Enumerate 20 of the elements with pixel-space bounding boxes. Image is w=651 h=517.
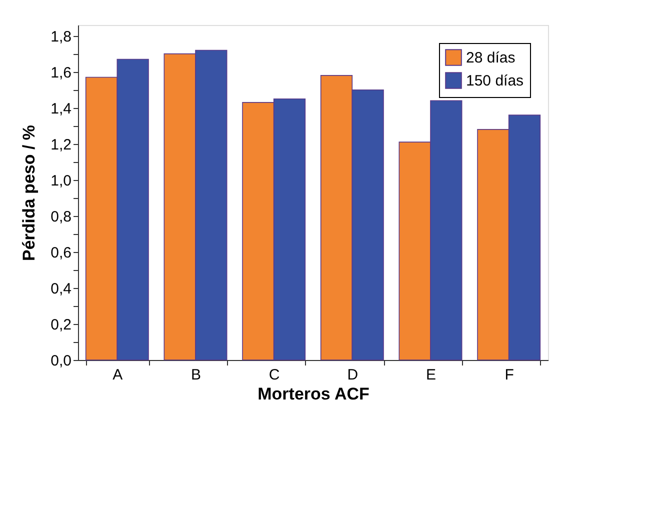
x-tick-label: B — [190, 366, 202, 384]
x-tick-label: E — [426, 366, 436, 384]
y-tick-label: 0,6 — [50, 244, 72, 262]
y-tick-label: 0,0 — [50, 352, 72, 370]
y-tick-label: 1,0 — [50, 172, 72, 190]
y-axis-title: Pérdida peso / % — [20, 124, 39, 262]
legend-label: 150 días — [466, 72, 524, 90]
y-tick-label: 0,4 — [50, 280, 72, 298]
y-tick-label: 1,6 — [50, 64, 72, 82]
y-tick-label: 1,8 — [50, 28, 72, 46]
x-tick-label: F — [504, 366, 514, 384]
y-tick-label: 0,2 — [50, 316, 72, 334]
x-tick-label: C — [268, 366, 280, 384]
x-tick-label: D — [347, 366, 358, 384]
x-tick-label: A — [112, 366, 123, 384]
x-axis-title: Morteros ACF — [258, 384, 370, 404]
y-tick-label: 1,4 — [50, 100, 72, 118]
y-tick-label: 0,8 — [50, 208, 72, 226]
y-tick-label: 1,2 — [50, 136, 72, 154]
legend-label: 28 días — [466, 50, 516, 66]
